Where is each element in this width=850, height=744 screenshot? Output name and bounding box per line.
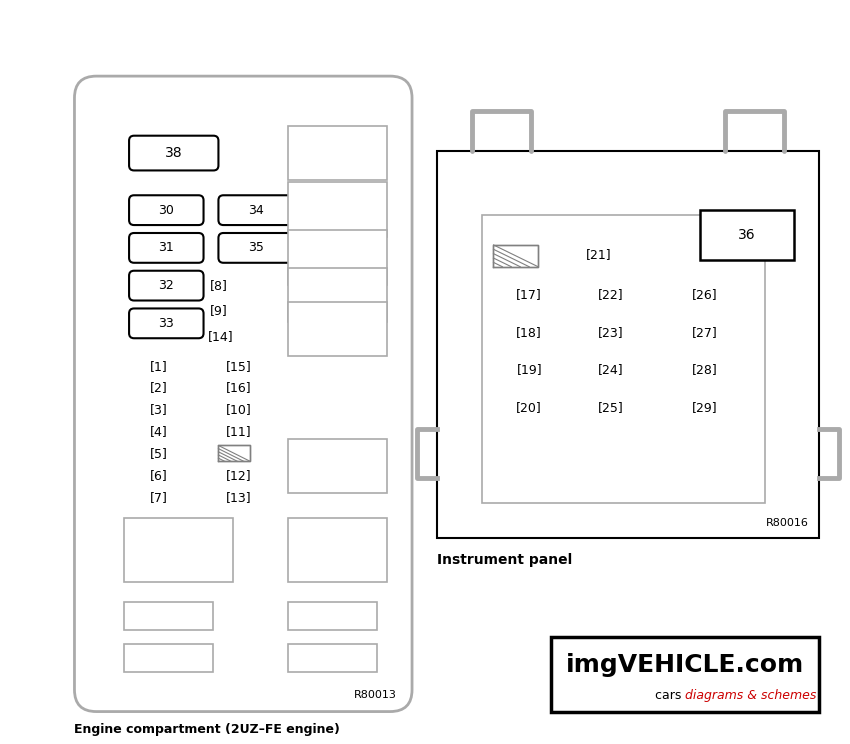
Text: [17]: [17]: [516, 288, 542, 301]
Text: [15]: [15]: [225, 359, 251, 373]
Text: [26]: [26]: [692, 288, 717, 301]
Text: 32: 32: [158, 279, 174, 292]
Text: [8]: [8]: [209, 279, 227, 292]
Text: R80013: R80013: [354, 690, 397, 699]
Text: [27]: [27]: [692, 326, 717, 339]
Bar: [124, 644, 213, 672]
Bar: [482, 215, 764, 503]
FancyBboxPatch shape: [129, 309, 203, 339]
Bar: [288, 518, 388, 583]
Text: R80016: R80016: [767, 518, 809, 528]
Bar: [288, 301, 388, 356]
Text: [1]: [1]: [150, 359, 167, 373]
Text: [16]: [16]: [225, 382, 251, 394]
Bar: [288, 230, 388, 285]
Text: 33: 33: [158, 317, 174, 330]
Text: [10]: [10]: [225, 403, 251, 416]
Text: imgVEHICLE.com: imgVEHICLE.com: [566, 653, 804, 677]
FancyBboxPatch shape: [129, 233, 203, 263]
Text: Engine compartment (2UZ–FE engine): Engine compartment (2UZ–FE engine): [75, 723, 340, 737]
Text: [28]: [28]: [692, 364, 717, 376]
FancyBboxPatch shape: [75, 76, 412, 711]
Bar: [288, 644, 377, 672]
Text: [23]: [23]: [598, 326, 623, 339]
Bar: [437, 150, 819, 538]
Text: [25]: [25]: [598, 401, 624, 414]
Bar: [288, 438, 388, 493]
Text: [5]: [5]: [150, 447, 167, 460]
Text: Instrument panel: Instrument panel: [437, 553, 572, 567]
Text: [20]: [20]: [516, 401, 542, 414]
Text: [13]: [13]: [225, 490, 251, 504]
Bar: [700, 210, 794, 260]
Text: [21]: [21]: [586, 248, 611, 261]
Text: [9]: [9]: [210, 304, 227, 317]
Bar: [288, 182, 388, 237]
Text: [29]: [29]: [692, 401, 717, 414]
Bar: [551, 637, 819, 711]
Text: cars: cars: [654, 689, 685, 702]
Text: [22]: [22]: [598, 288, 623, 301]
Bar: [124, 603, 213, 630]
Text: [18]: [18]: [516, 326, 542, 339]
Text: 38: 38: [165, 146, 183, 160]
Bar: [494, 245, 538, 267]
Text: [3]: [3]: [150, 403, 167, 416]
Text: [4]: [4]: [150, 425, 167, 438]
FancyBboxPatch shape: [129, 195, 203, 225]
FancyBboxPatch shape: [218, 195, 293, 225]
FancyBboxPatch shape: [129, 135, 218, 170]
Bar: [218, 446, 250, 461]
Text: [19]: [19]: [517, 364, 542, 376]
Text: [14]: [14]: [207, 330, 233, 343]
Text: [2]: [2]: [150, 382, 167, 394]
Text: 35: 35: [247, 241, 264, 254]
Bar: [288, 268, 388, 322]
Text: [6]: [6]: [150, 469, 167, 482]
Text: 31: 31: [158, 241, 174, 254]
Bar: [288, 603, 377, 630]
Text: [11]: [11]: [225, 425, 251, 438]
Bar: [124, 518, 234, 583]
FancyBboxPatch shape: [129, 271, 203, 301]
Bar: [288, 126, 388, 180]
Text: diagrams & schemes: diagrams & schemes: [685, 689, 817, 702]
Text: [7]: [7]: [150, 490, 167, 504]
Text: 30: 30: [158, 204, 174, 217]
Text: 36: 36: [739, 228, 756, 242]
Text: [12]: [12]: [225, 469, 251, 482]
Text: 34: 34: [248, 204, 264, 217]
FancyBboxPatch shape: [218, 233, 293, 263]
Text: [24]: [24]: [598, 364, 623, 376]
